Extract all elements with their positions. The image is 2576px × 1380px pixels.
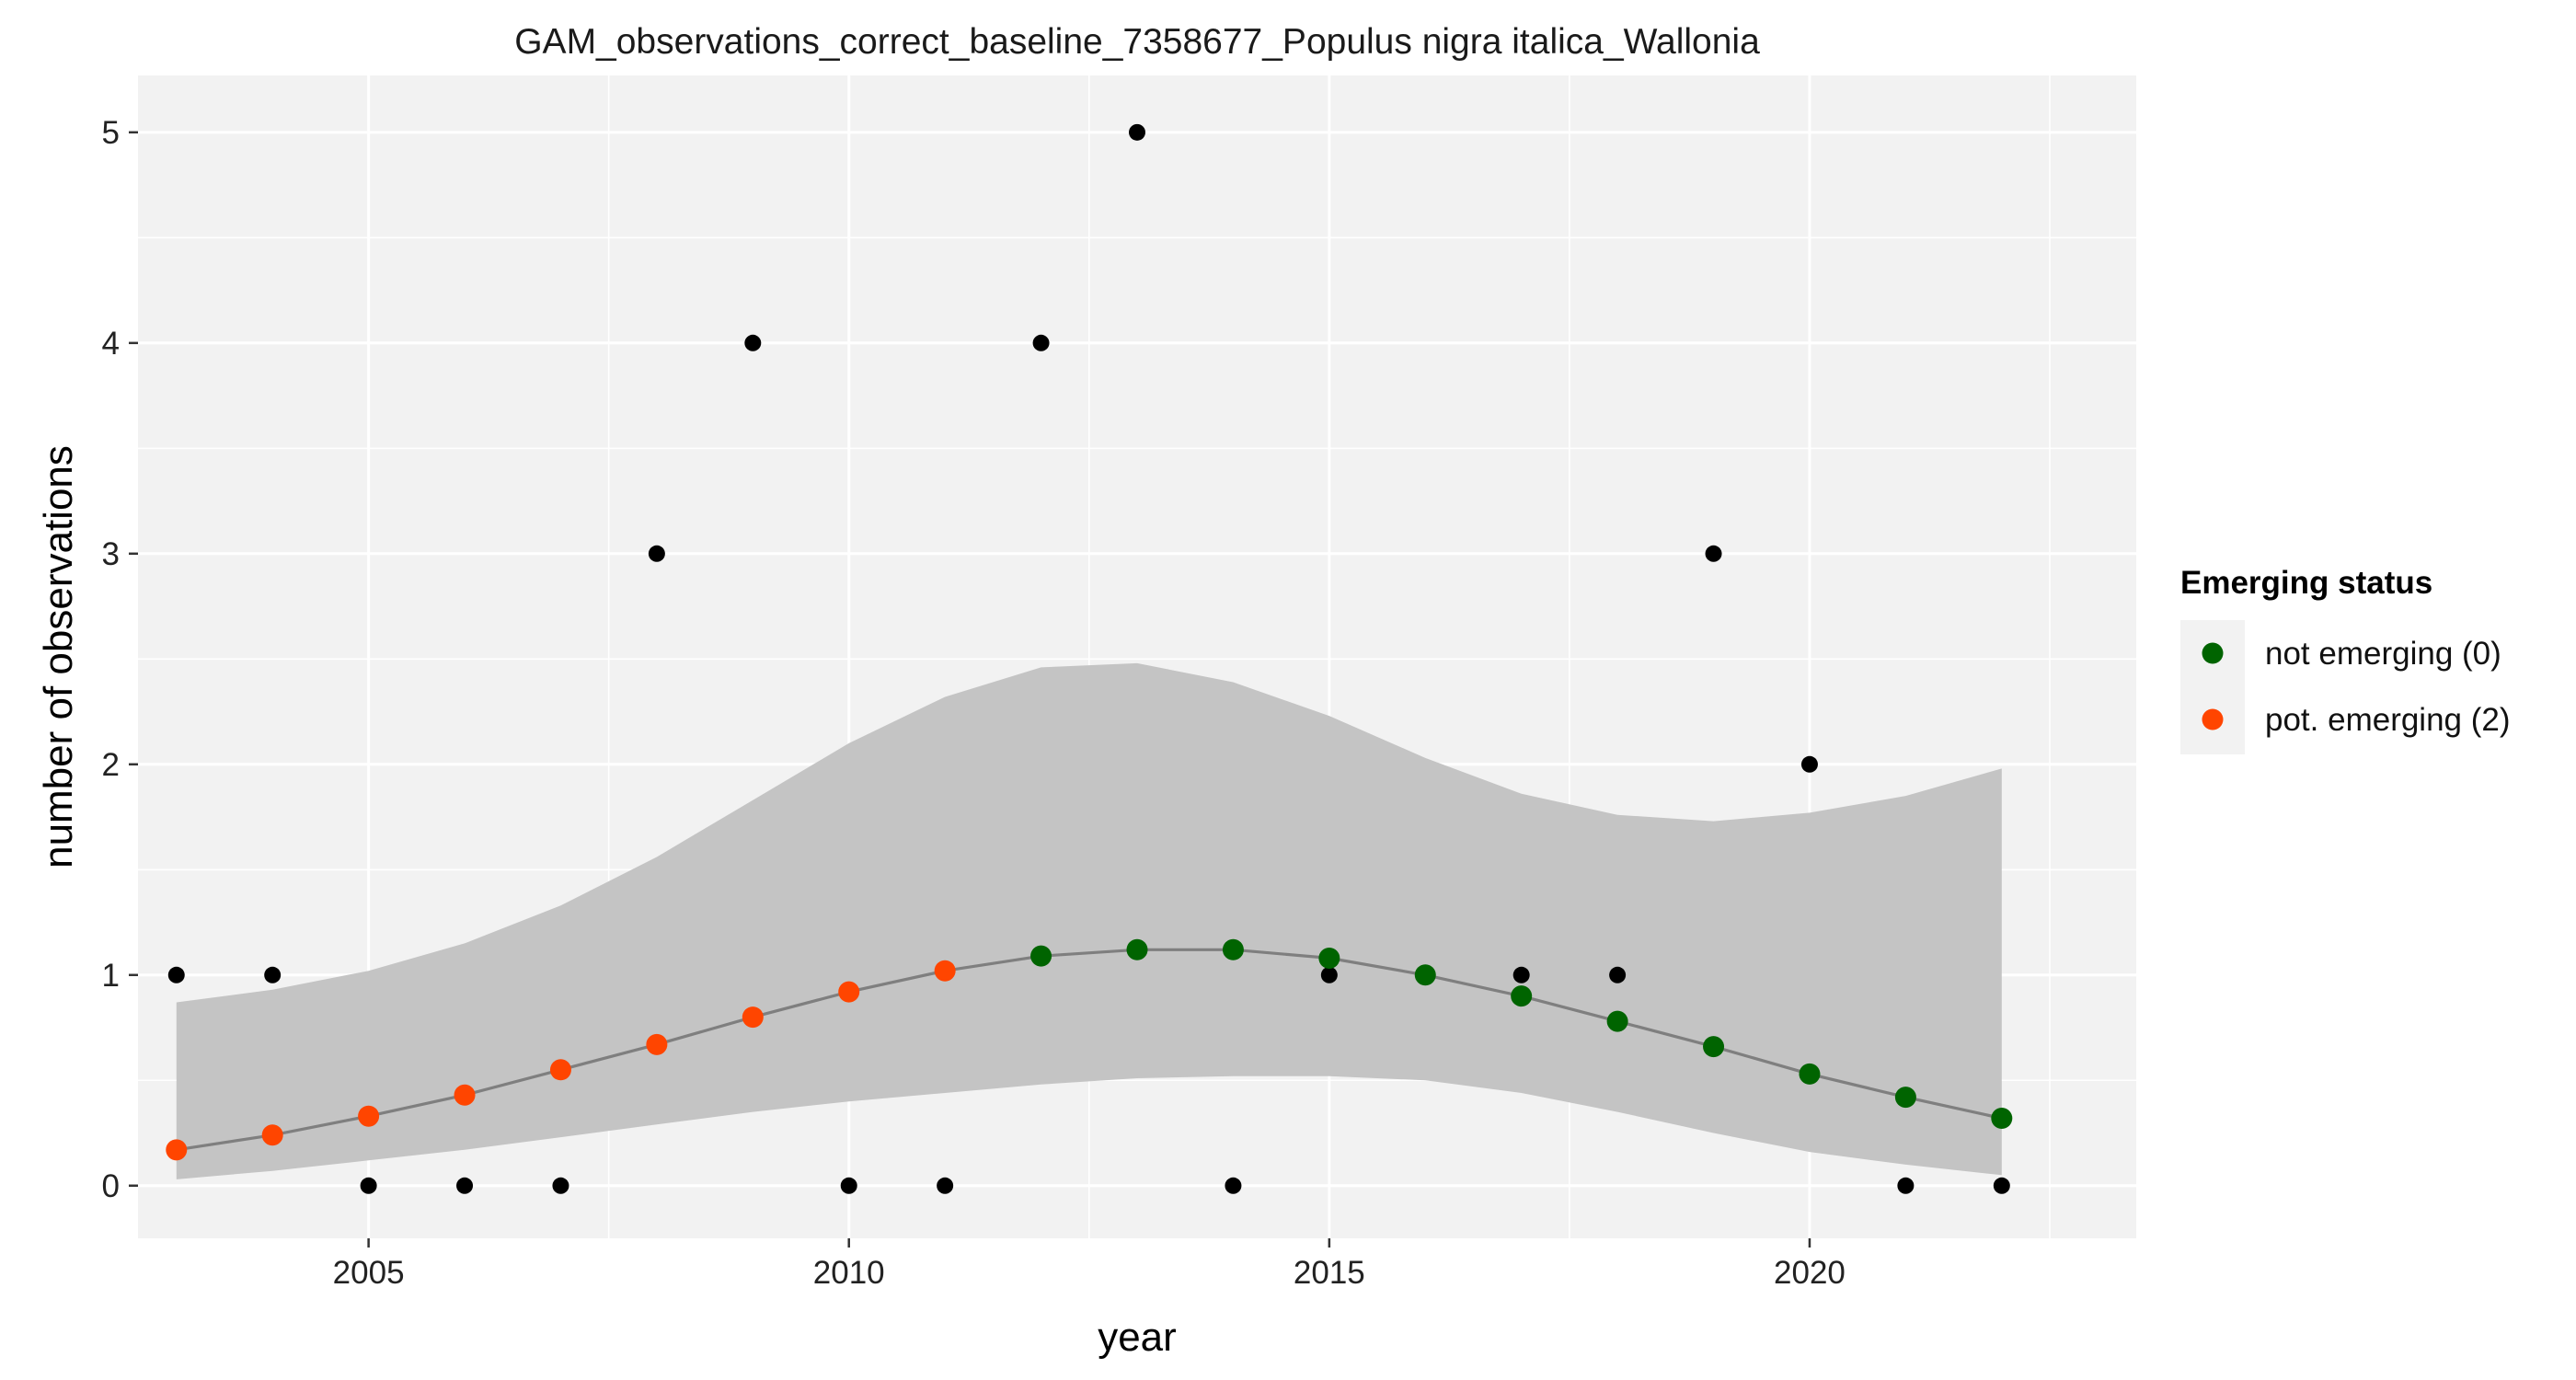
observed-point [648,545,665,562]
fit-point-pot-emerging [646,1033,668,1055]
y-axis-title: number of observations [36,445,81,868]
observed-point [1032,334,1050,351]
observed-point [744,334,762,351]
legend-title: Emerging status [2180,565,2432,601]
y-tick-label: 3 [102,536,120,572]
fit-point-pot-emerging [742,1006,764,1029]
fit-point-not-emerging [1126,938,1148,960]
fit-point-not-emerging [1703,1036,1725,1058]
fit-point-not-emerging [1894,1087,1916,1109]
fit-point-pot-emerging [261,1124,283,1146]
legend-key-not-emerging [2202,642,2224,664]
observed-point [456,1177,474,1194]
observed-point [167,966,185,983]
observed-point [1705,545,1722,562]
chart-title: GAM_observations_correct_baseline_735867… [514,22,1760,62]
x-tick-label: 2020 [1774,1255,1846,1291]
fit-point-not-emerging [1511,985,1533,1007]
axis-ticks [129,131,1811,1248]
legend-keys-background [2180,620,2245,754]
x-tick-labels: 2005 2010 2015 2020 [333,1255,1846,1291]
fit-point-pot-emerging [358,1105,380,1127]
gam-fit-line [176,948,2003,1152]
observed-point [1897,1177,1915,1194]
observed-point [360,1177,377,1194]
observed-point [1225,1177,1242,1194]
fit-point-pot-emerging [934,960,956,982]
fit-point-not-emerging [1030,945,1052,967]
observed-point [840,1177,857,1194]
fit-point-not-emerging [1222,938,1244,960]
legend-items: not emerging (0) pot. emerging (2) [2202,636,2511,738]
fit-point-pot-emerging [454,1084,476,1106]
observed-point [1609,966,1627,983]
legend-label: pot. emerging (2) [2265,702,2511,738]
x-tick-label: 2010 [813,1255,885,1291]
y-tick-label: 2 [102,747,120,783]
observed-point [264,966,282,983]
x-tick-label: 2005 [333,1255,405,1291]
fit-point-pot-emerging [549,1059,571,1081]
observed-point [937,1177,954,1194]
y-tick-labels: 0 1 2 3 4 5 [102,115,120,1204]
y-tick-label: 1 [102,958,120,994]
x-tick-label: 2015 [1294,1255,1365,1291]
y-tick-label: 4 [102,326,120,362]
fit-point-not-emerging [1414,964,1436,986]
y-tick-label: 0 [102,1168,120,1204]
legend-key-pot-emerging [2202,708,2224,730]
observed-point [1993,1177,2010,1194]
fit-point-not-emerging [1799,1063,1821,1085]
observed-point [1320,966,1338,983]
fit-point-pot-emerging [838,981,860,1003]
observed-point [1800,755,1818,773]
legend: Emerging status not emerging (0) pot. eme… [2180,565,2511,754]
fit-point-not-emerging [1991,1107,2013,1129]
y-tick-label: 5 [102,115,120,151]
observed-point [1512,966,1530,983]
x-axis-title: year [1098,1315,1177,1360]
observed-point [552,1177,569,1194]
fit-points [166,938,2013,1161]
fit-point-not-emerging [1318,947,1340,969]
fit-point-not-emerging [1606,1010,1628,1032]
fit-point-pot-emerging [166,1139,188,1161]
observed-point [1129,123,1145,141]
legend-label: not emerging (0) [2265,636,2501,672]
